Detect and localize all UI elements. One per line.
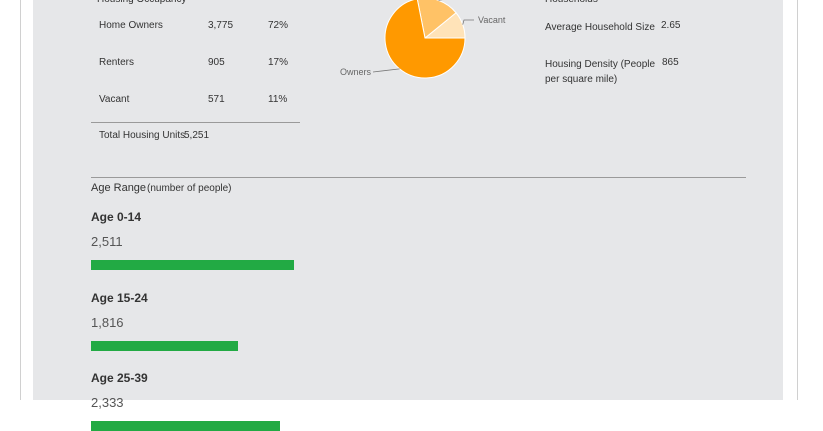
divider <box>91 177 746 178</box>
age-value: 2,511 <box>91 234 123 249</box>
frame-left <box>20 0 21 400</box>
pie-label: Vacant <box>478 15 506 25</box>
row-value: 865 <box>662 57 679 68</box>
pie-label: Owners <box>340 67 372 77</box>
age-label: Age 15-24 <box>91 291 148 305</box>
divider <box>91 122 300 123</box>
row-count: 3,775 <box>208 20 233 31</box>
section-note: (number of people) <box>147 183 232 194</box>
total-label: Total Housing Units <box>99 130 185 141</box>
row-percent: 11% <box>268 94 287 105</box>
row-label: Average Household Size <box>545 20 657 35</box>
page: Housing Occupancy Home Owners 3,775 72% Rent… <box>0 0 823 400</box>
row-count: 905 <box>208 57 225 68</box>
age-bar <box>91 341 238 351</box>
row-label: Housing Density (People per square mile) <box>545 57 657 87</box>
leader-line <box>373 69 400 72</box>
age-label: Age 0-14 <box>91 210 141 224</box>
section-title: Households <box>545 0 598 5</box>
age-value: 2,333 <box>91 395 124 410</box>
age-bar <box>91 260 294 270</box>
row-percent: 72% <box>268 20 288 31</box>
row-value: 2.65 <box>661 20 680 31</box>
pie-chart: OwnersRentersVacant <box>330 0 530 95</box>
age-label: Age 25-39 <box>91 371 148 385</box>
total-value: 5,251 <box>184 130 209 141</box>
row-label: Vacant <box>99 94 129 105</box>
leader-line <box>463 20 474 25</box>
section-title: Age Range <box>91 182 146 194</box>
section-title: Housing Occupancy <box>97 0 187 5</box>
frame-right <box>797 0 798 400</box>
row-count: 571 <box>208 94 225 105</box>
age-value: 1,816 <box>91 315 124 330</box>
row-label: Home Owners <box>99 20 163 31</box>
age-bar <box>91 421 280 431</box>
row-label: Renters <box>99 57 134 68</box>
row-percent: 17% <box>268 57 288 68</box>
